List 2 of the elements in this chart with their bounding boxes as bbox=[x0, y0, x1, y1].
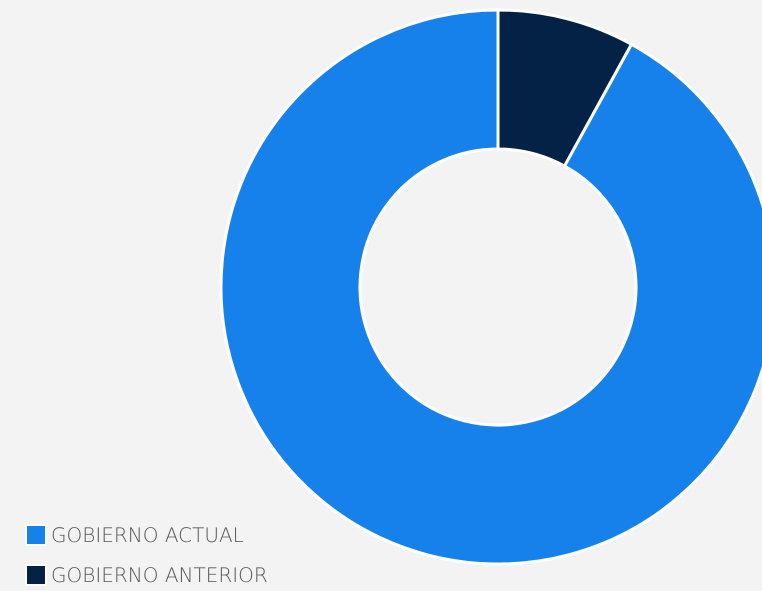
legend-label: GOBIERNO ACTUAL bbox=[51, 523, 244, 547]
legend-label: GOBIERNO ANTERIOR bbox=[51, 563, 268, 587]
